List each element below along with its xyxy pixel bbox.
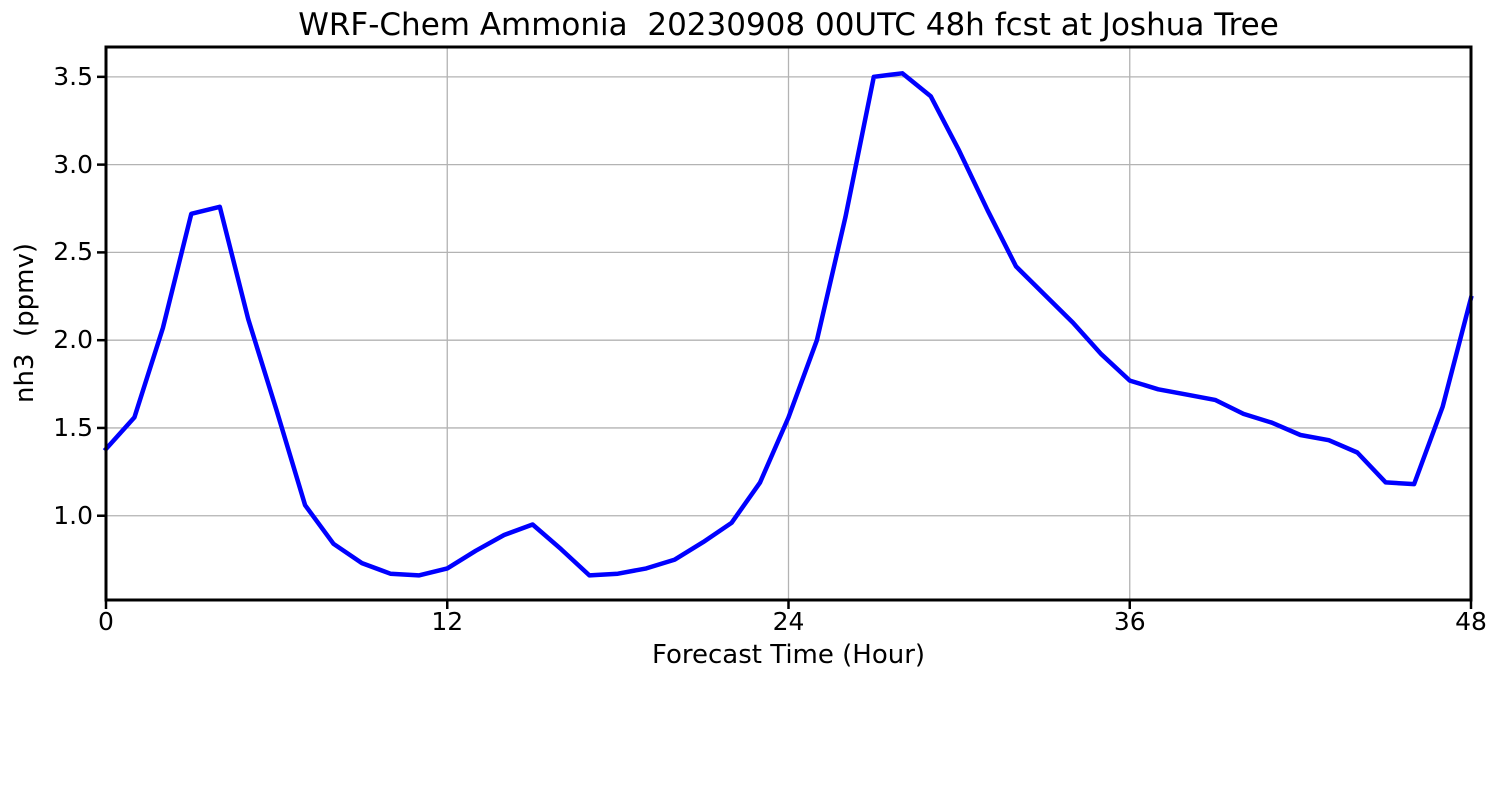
y-tick-label: 3.5: [53, 61, 93, 91]
x-tick-label: 24: [772, 607, 805, 636]
chart-title: WRF-Chem Ammonia 20230908 00UTC 48h fcst…: [298, 7, 1279, 43]
x-tick-label: 36: [1113, 607, 1146, 636]
y-tick-label: 2.0: [53, 325, 93, 355]
x-tick-label: 12: [431, 607, 464, 636]
gridlines: [106, 47, 1471, 600]
nh3-line-series: [102, 71, 1474, 578]
y-tick-label: 1.0: [53, 500, 93, 530]
y-tick-label: 2.5: [53, 237, 93, 267]
x-tick-label: 48: [1455, 607, 1487, 636]
y-tick-label: 3.0: [53, 149, 93, 179]
axis-tick-marks: [97, 75, 1473, 609]
x-axis-label: Forecast Time (Hour): [651, 640, 926, 670]
y-tick-label: 1.5: [53, 412, 93, 442]
x-tick-label: 0: [98, 607, 114, 636]
